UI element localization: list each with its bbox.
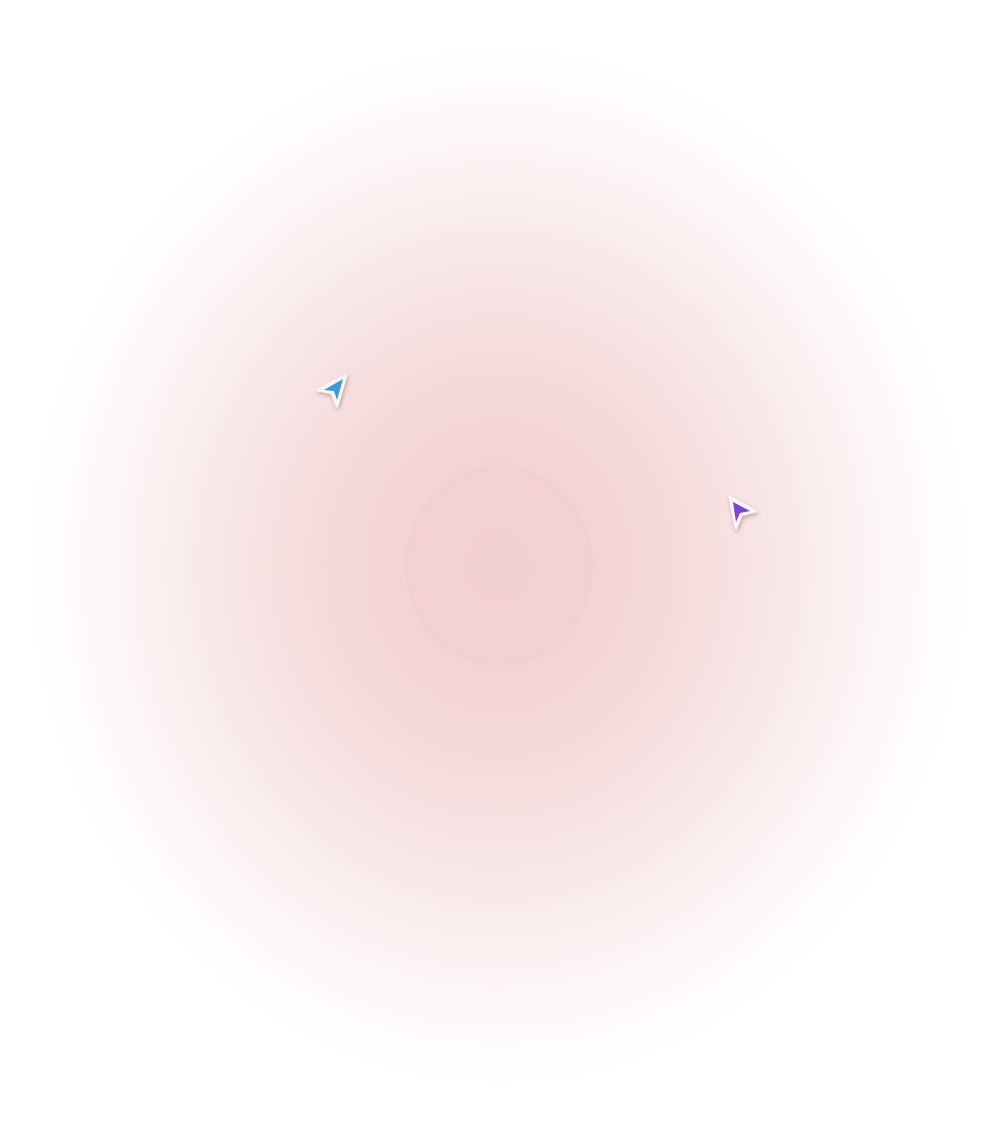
purple-cursor-fill — [733, 502, 750, 522]
blue-cursor-fill — [324, 379, 343, 400]
